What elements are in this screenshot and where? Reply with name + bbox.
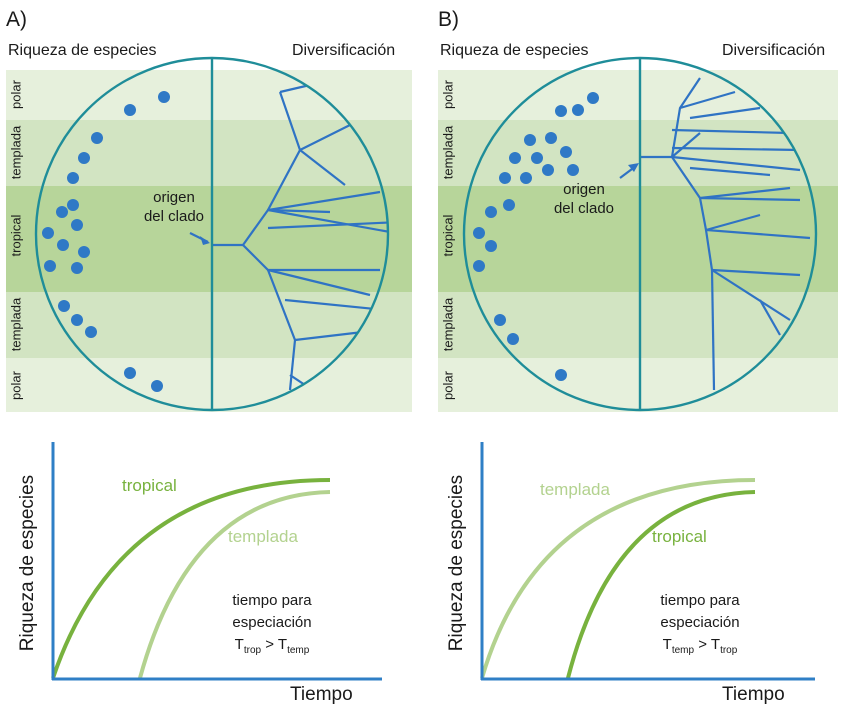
band-polar-bottom [438, 358, 838, 412]
panel-a-species-dots [42, 91, 170, 392]
band-polar-top [438, 70, 838, 120]
graph-a-x-label: Tiempo [290, 684, 353, 705]
graph-b-note-line1: tiempo para [660, 592, 740, 609]
panel-a-origin-label: origen del clado [134, 188, 214, 226]
panel-b-band-label-temperate-bottom: templada [440, 297, 456, 352]
panel-b-phylogeny [640, 77, 811, 391]
graph-b-note-line3: Ttemp > Ttrop [662, 636, 738, 656]
graph-a-temperate-label: templada [228, 527, 298, 546]
panel-b-letter: B) [438, 8, 459, 31]
graph-b-temperate-label: templada [540, 480, 610, 499]
graph-a-note-line1: tiempo para [232, 592, 312, 609]
panel-a-band-label-temperate-top: templada [8, 125, 24, 180]
panel-b-band-label-polar-bottom: polar [440, 371, 456, 400]
panel-b-band-label-polar-top: polar [440, 80, 456, 109]
graph-b-note-line2: especiación [660, 614, 740, 631]
panel-b-band-label-temperate-top: templada [440, 125, 456, 180]
graph-b-tropical-label: tropical [652, 527, 707, 546]
panel-a-right-heading: Diversificación [292, 42, 396, 59]
panel-a-band-label-temperate-bottom: templada [8, 297, 24, 352]
graph-a-tropical-curve [51, 478, 331, 679]
panel-a-latitude-bands [6, 70, 412, 412]
panel-b-circle [462, 56, 818, 412]
graph-a-note-line2: especiación [232, 614, 312, 631]
panel-b-right-heading: Diversificación [722, 42, 826, 59]
panel-b-left-heading: Riqueza de especies [440, 42, 589, 59]
graph-b-x-label: Tiempo [722, 684, 785, 705]
panel-b-origin-label: origen del clado [544, 180, 624, 218]
graph-a-note: tiempo para especiación Ttrop > Ttemp [212, 590, 332, 662]
band-polar-bottom [6, 358, 412, 412]
graph-a-y-label: Riqueza de especies [17, 474, 38, 652]
graph-b-tropical-curve [566, 490, 756, 679]
graph-a-note-line3: Ttrop > Ttemp [234, 636, 310, 656]
panel-a-band-label-polar-bottom: polar [8, 371, 24, 400]
panel-a-letter: A) [6, 8, 27, 31]
panel-a-circle [34, 56, 390, 412]
panel-a-band-label-polar-top: polar [8, 80, 24, 109]
graph-b [480, 442, 815, 681]
panel-b-latitude-bands [438, 70, 838, 412]
panel-a-origin-line2: del clado [143, 208, 205, 225]
graph-a-tropical-label: tropical [122, 476, 177, 495]
panel-b-globe [462, 56, 818, 412]
panel-b-band-label-tropical: tropical [440, 214, 456, 257]
graph-b-temperate-curve [480, 478, 756, 679]
panel-a-left-heading: Riqueza de especies [8, 42, 157, 59]
band-tropical [438, 186, 838, 292]
panel-a-band-label-tropical: tropical [8, 214, 24, 257]
panel-b-origin-line1: origen [563, 181, 605, 198]
graph-a [51, 442, 382, 681]
panel-b-origin-line2: del clado [553, 200, 615, 217]
panel-b-species-dots [473, 92, 599, 381]
graph-b-y-label: Riqueza de especies [446, 474, 467, 652]
band-temperate-top [6, 120, 412, 186]
panel-a-origin-line1: origen [153, 189, 195, 206]
band-polar-top [6, 70, 412, 120]
band-temperate-bottom [6, 292, 412, 358]
graph-b-note: tiempo para especiación Ttemp > Ttrop [640, 590, 760, 662]
graph-a-temperate-curve [138, 490, 331, 679]
